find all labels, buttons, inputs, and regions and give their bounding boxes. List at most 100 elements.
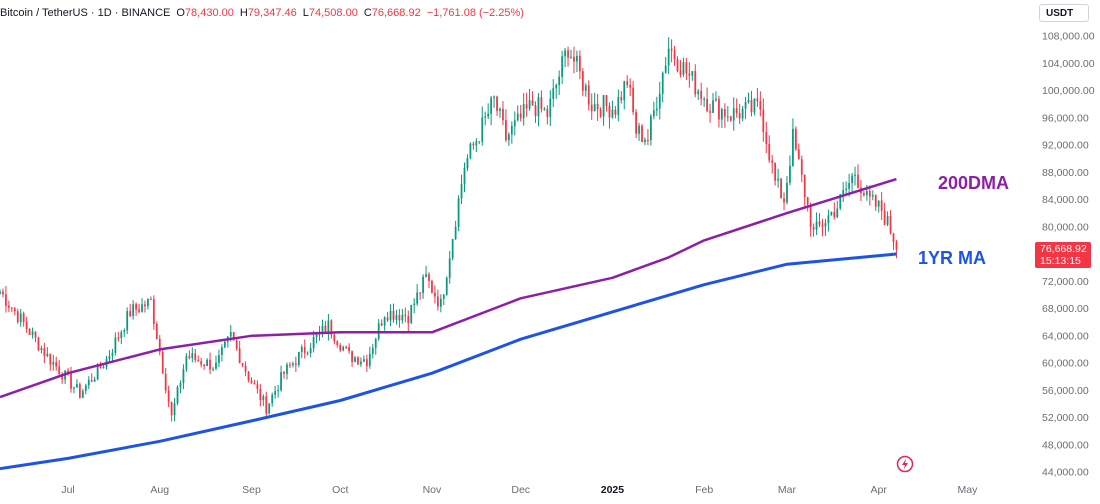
candle-body xyxy=(410,304,413,324)
candle-body xyxy=(31,331,34,335)
candle-body xyxy=(623,81,626,101)
candle-body xyxy=(667,48,670,66)
candle-body xyxy=(821,224,824,227)
candle-body xyxy=(123,330,126,333)
candle-body xyxy=(368,353,371,366)
candle-body xyxy=(49,353,52,365)
candle-body xyxy=(363,359,365,362)
candle-body xyxy=(268,403,271,414)
candle-body xyxy=(19,313,22,323)
candle-body xyxy=(2,291,4,295)
candle-body xyxy=(161,352,164,374)
candle-body xyxy=(155,324,158,339)
candle-body xyxy=(543,108,546,110)
candle-body xyxy=(762,109,765,132)
candle-body xyxy=(703,98,706,100)
candle-body xyxy=(487,113,490,117)
candle-body xyxy=(294,363,297,366)
candle-body xyxy=(386,317,389,321)
candle-body xyxy=(271,394,274,404)
candle-body xyxy=(129,311,132,317)
candle-body xyxy=(794,128,797,150)
candle-body xyxy=(889,216,892,234)
y-tick-label: 72,000.00 xyxy=(1042,276,1089,288)
candle-body xyxy=(712,100,714,113)
candle-body xyxy=(354,357,356,362)
y-tick-label: 100,000.00 xyxy=(1042,85,1095,97)
candle-body xyxy=(371,347,374,354)
candle-body xyxy=(638,125,640,134)
candle-body xyxy=(232,331,235,341)
candle-body xyxy=(13,308,16,312)
candle-body xyxy=(848,183,850,189)
candle-body xyxy=(280,372,282,391)
candle-body xyxy=(58,366,61,375)
candle-body xyxy=(883,210,886,225)
candle-body xyxy=(650,116,652,141)
candle-body xyxy=(892,233,895,243)
y-tick-label: 84,000.00 xyxy=(1042,194,1089,206)
candle-body xyxy=(182,369,185,384)
candle-body xyxy=(644,139,646,142)
candle-body xyxy=(573,56,575,62)
candle-body xyxy=(493,96,495,98)
candle-body xyxy=(697,90,700,95)
candle-body xyxy=(286,364,288,374)
candle-body xyxy=(46,353,49,356)
x-tick-label: Aug xyxy=(150,484,169,496)
candle-body xyxy=(558,76,561,86)
candle-body xyxy=(81,390,84,398)
candle-body xyxy=(780,178,782,199)
y-tick-label: 48,000.00 xyxy=(1042,439,1089,451)
candle-body xyxy=(768,143,771,161)
currency-selector[interactable]: USDT xyxy=(1039,4,1089,22)
candle-body xyxy=(253,383,256,385)
candle-body xyxy=(144,304,146,307)
candle-body xyxy=(324,325,327,333)
candle-body xyxy=(857,174,859,188)
candle-body xyxy=(448,258,451,278)
candle-body xyxy=(206,359,208,367)
flash-icon[interactable] xyxy=(896,455,914,473)
candle-body xyxy=(854,174,856,176)
candle-body xyxy=(52,362,55,365)
candle-body xyxy=(830,211,833,216)
candle-body xyxy=(404,314,407,317)
close-value: 76,668.92 xyxy=(371,7,421,19)
candle-body xyxy=(439,298,442,307)
candle-body xyxy=(460,184,463,199)
y-tick-label: 92,000.00 xyxy=(1042,140,1089,152)
candle-body xyxy=(721,109,723,120)
candle-body xyxy=(244,365,247,372)
candle-body xyxy=(90,379,93,382)
candle-body xyxy=(676,59,679,72)
candle-body xyxy=(481,117,484,142)
x-tick-label: Apr xyxy=(871,484,888,496)
candle-body xyxy=(342,346,345,351)
candle-body xyxy=(774,162,777,181)
candle-body xyxy=(126,311,129,331)
y-tick-label: 96,000.00 xyxy=(1042,112,1089,124)
candle-body xyxy=(691,71,694,76)
candle-body xyxy=(596,103,599,110)
candle-body xyxy=(247,371,250,381)
candle-body xyxy=(534,105,537,117)
bar-countdown: 15:13:15 xyxy=(1040,255,1081,267)
candle-body xyxy=(241,363,244,366)
candle-body xyxy=(416,292,419,304)
candle-body xyxy=(5,294,7,306)
candle-body xyxy=(463,168,466,185)
candle-body xyxy=(141,304,143,312)
candle-body xyxy=(70,373,72,389)
candle-body xyxy=(513,120,516,127)
candle-body xyxy=(93,379,96,382)
candle-body xyxy=(599,109,602,117)
symbol-title: Bitcoin / TetherUS · 1D · BINANCE xyxy=(0,7,171,19)
candle-body xyxy=(191,353,194,359)
candle-body xyxy=(152,299,155,325)
candle-body xyxy=(392,310,395,320)
candle-body xyxy=(578,55,581,72)
candle-body xyxy=(726,116,729,118)
